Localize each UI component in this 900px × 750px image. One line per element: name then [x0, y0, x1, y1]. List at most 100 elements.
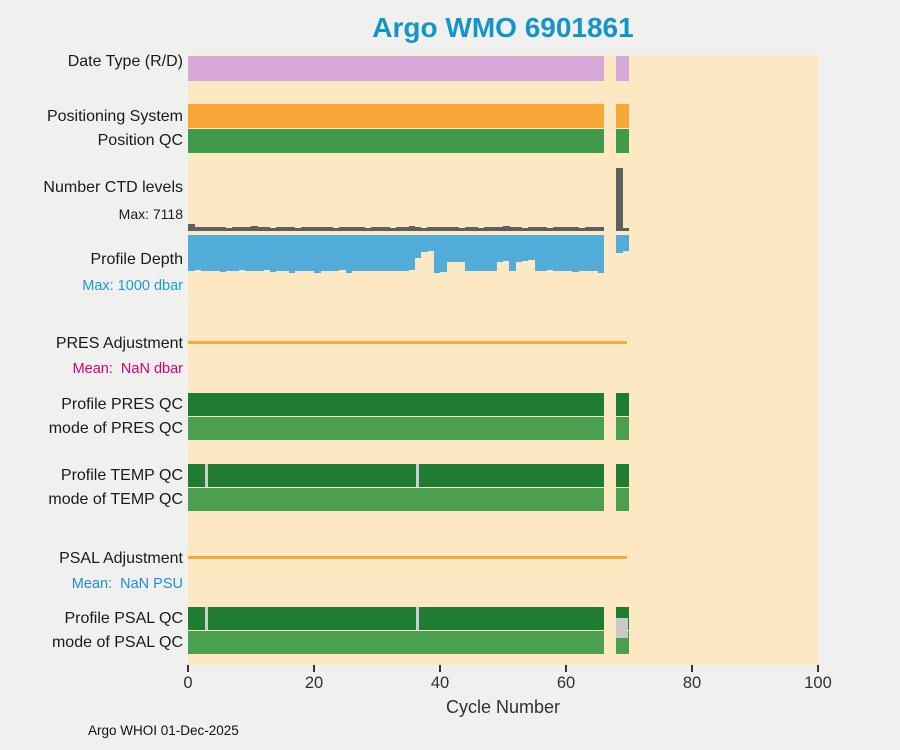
tick-mark: [817, 665, 819, 672]
positioning_system-strip-segment: [616, 104, 629, 128]
tick-mark: [313, 665, 315, 672]
profile_depth-bar: [446, 235, 453, 262]
ctd_levels-bar: [389, 227, 397, 231]
ctd_levels-bar: [251, 226, 258, 231]
profile_depth-bar: [370, 235, 378, 272]
label-psal_mean: Mean: NaN PSU: [71, 576, 183, 592]
date_type-strip-segment: [616, 56, 629, 81]
label-positioning_system: Positioning System: [46, 108, 183, 125]
position_qc-strip-segment: [188, 129, 604, 153]
label-ctd_levels: Number CTD levels: [43, 179, 183, 196]
mode_psal_qc-strip-segment: [188, 631, 604, 654]
profile_temp_qc-strip-segment: [616, 464, 629, 487]
ctd_levels-bar: [402, 227, 409, 231]
ctd_levels-bar: [244, 227, 252, 231]
ctd_levels-bar: [276, 226, 283, 231]
ctd_levels-bar: [200, 227, 208, 231]
ctd_levels-bar: [370, 227, 378, 231]
tick-mark: [565, 665, 567, 672]
ctd_levels-bar: [534, 227, 542, 231]
profile_depth-bar: [477, 235, 485, 271]
ctd_levels-bar: [528, 227, 535, 231]
profile_depth-bar: [288, 235, 296, 273]
label-pres_adjustment: PRES Adjustment: [55, 335, 183, 352]
profile_pres_qc-strip-segment: [188, 393, 604, 416]
ctd_levels-bar: [345, 226, 353, 231]
profile_depth-bar: [528, 235, 535, 261]
x-axis: 0 20 40 60 80 100: [183, 665, 832, 705]
ctd_levels-bar: [490, 226, 497, 231]
profile_depth-bar: [559, 235, 567, 271]
profile_depth-bar: [238, 235, 245, 271]
profile_depth-bar: [263, 235, 271, 271]
profile_depth-bar: [465, 235, 472, 272]
ctd_levels-bar: [515, 227, 523, 231]
profile_depth-bar: [301, 235, 308, 271]
profile_depth-bar: [427, 235, 434, 252]
mode_temp_qc-strip-segment: [616, 488, 629, 511]
ctd_levels-bar: [320, 227, 327, 231]
tick-label: 100: [804, 674, 832, 692]
profile_depth-bar: [553, 235, 560, 272]
ctd_levels-bar: [314, 227, 321, 231]
profile_depth-bar: [540, 235, 548, 272]
profile_depth-bar: [503, 235, 510, 261]
label-profile_depth: Profile Depth: [90, 251, 184, 268]
profile_depth-bar: [295, 235, 302, 272]
profile_depth-bar: [547, 235, 554, 271]
ctd_levels-bar: [553, 227, 560, 231]
profile_depth-bar: [269, 235, 277, 272]
ctd_levels-bar: [219, 227, 227, 231]
ctd_levels-bar: [358, 227, 365, 231]
ctd_levels-bar: [307, 226, 315, 231]
ctd_levels-bar: [622, 227, 630, 231]
label-profile_psal_qc: Profile PSAL QC: [64, 610, 183, 627]
profile_psal_qc-gray-mark: [416, 607, 419, 630]
ctd_levels-bar: [471, 227, 479, 231]
ctd_levels-bar: [332, 227, 340, 231]
ctd_levels-bar: [408, 226, 416, 231]
ctd_levels-bar: [440, 226, 447, 231]
profile_depth-bar: [307, 235, 315, 272]
mode_pres_qc-strip-segment: [616, 417, 629, 440]
tick-label: 20: [304, 674, 324, 692]
profile_temp_qc-gray-mark: [416, 464, 419, 487]
ctd_levels-bar: [496, 227, 504, 231]
ctd_levels-bar: [421, 227, 428, 231]
ctd_levels-bar: [446, 227, 453, 231]
label-depth_max: Max: 1000 dbar: [82, 278, 183, 294]
profile_depth-bar: [213, 235, 220, 272]
ctd_levels-bar: [559, 227, 567, 231]
profile_depth-bar: [490, 235, 497, 272]
profile_depth-bar: [206, 235, 214, 271]
profile_depth-bar: [521, 235, 529, 261]
label-psal_adjustment: PSAL Adjustment: [59, 550, 183, 567]
ctd_levels-bar: [572, 227, 579, 231]
label-mode_psal_qc: mode of PSAL QC: [51, 634, 183, 651]
ctd_levels-bar: [427, 227, 434, 231]
profile_depth-bar: [257, 235, 264, 272]
profile_depth-bar: [345, 235, 353, 273]
tick-mark: [691, 665, 693, 672]
ctd_levels-bar: [521, 227, 529, 231]
label-profile_pres_qc: Profile PRES QC: [61, 396, 183, 413]
ctd_levels-bar: [377, 227, 384, 231]
profile_depth-bar: [200, 235, 208, 272]
profile_depth-bar: [414, 235, 422, 258]
label-ctd_max: Max: 7118: [118, 206, 183, 222]
ctd_levels-bar: [301, 227, 308, 231]
profile_depth-bar: [351, 235, 359, 272]
profile_depth-bar: [358, 235, 365, 271]
ctd_levels-bar: [414, 227, 422, 231]
profile_depth-bar: [339, 235, 346, 271]
profile_depth-bar: [364, 235, 371, 272]
profile_depth-bar: [377, 235, 384, 271]
ctd_levels-bar: [364, 227, 371, 231]
ctd_levels-bar: [225, 227, 233, 231]
profile_depth-bar: [452, 235, 460, 263]
ctd_levels-bar: [263, 227, 271, 231]
profile_depth-bar: [597, 235, 605, 273]
profile_depth-bar: [320, 235, 327, 271]
ctd_levels-bar: [351, 227, 359, 231]
profile_depth-bar: [471, 235, 479, 272]
